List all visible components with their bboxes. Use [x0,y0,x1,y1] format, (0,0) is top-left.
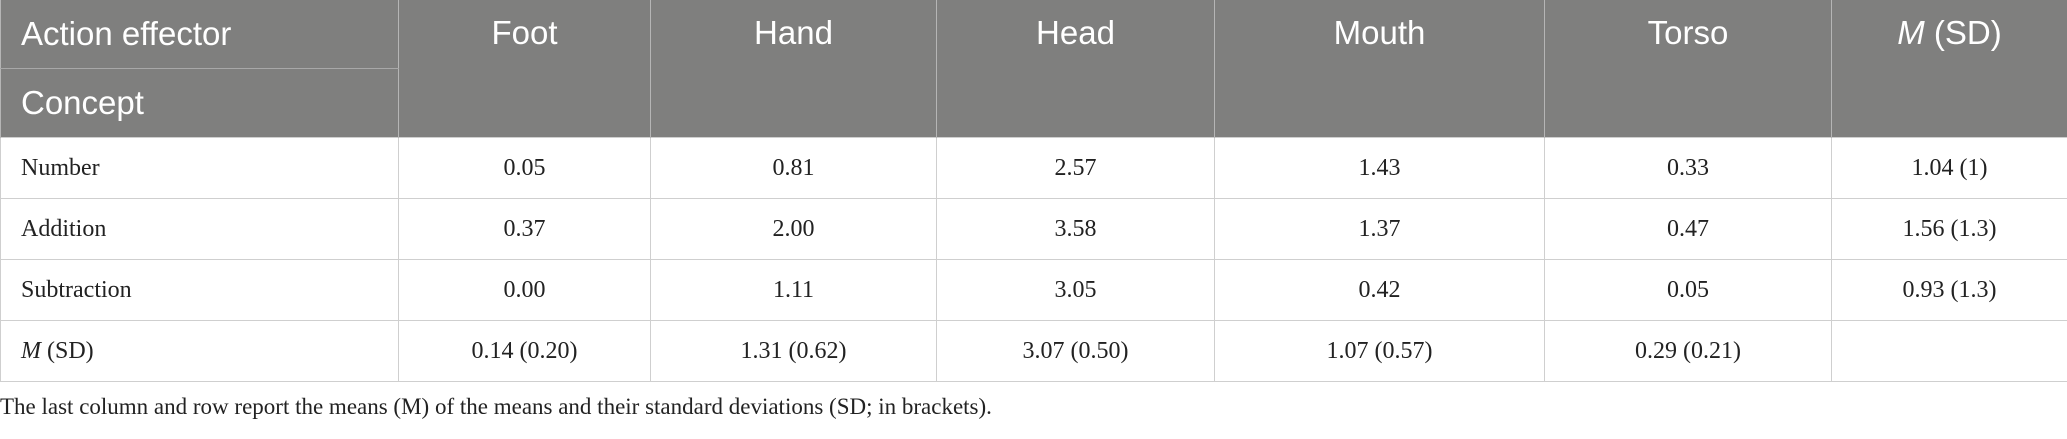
text-segment: Torso [1647,14,1729,51]
table-cell: 0.14 (0.20) [398,320,651,382]
text-segment: M [1897,14,1925,51]
table-row: Subtraction 0.00 1.11 3.05 0.42 0.05 0.93 (1.3… [0,259,2067,321]
table-cell: 0.47 [1544,198,1832,260]
table-body: Number 0.05 0.81 2.57 1.43 0.33 1.04 (1) Additi… [0,137,2067,382]
table-row: Number 0.05 0.81 2.57 1.43 0.33 1.04 (1) [0,137,2067,199]
table-cell: 1.31 (0.62) [650,320,937,382]
table-header: Action effector Foot Hand Head Mouth Torso M (… [0,0,2067,138]
table-cell: 1.04 (1) [1831,137,2067,199]
footnote: The last column and row report the means… [0,394,992,419]
text-segment: Hand [754,14,833,51]
table-cell [1831,320,2067,382]
col-label-header: Concept [0,68,399,138]
row-label-header: Action effector [0,0,399,69]
column-header: Torso [1544,0,1832,138]
table-cell: 2.57 [936,137,1215,199]
table-cell: 1.56 (1.3) [1831,198,2067,260]
table-cell: 0.05 [398,137,651,199]
row-label: Number [0,137,399,199]
table-cell: 0.00 [398,259,651,321]
row-label: Addition [0,198,399,260]
text-segment: (SD) [1924,14,2002,51]
header-row: Action effector Foot Hand Head Mouth Torso M (… [0,0,2067,138]
table-cell: 3.58 [936,198,1215,260]
text-segment: (SD) [41,337,94,364]
table-cell: 0.42 [1214,259,1545,321]
column-header: Mouth [1214,0,1545,138]
column-header: Hand [650,0,937,138]
table-row: Addition 0.37 2.00 3.58 1.37 0.47 1.56 (1.3) [0,198,2067,260]
column-header: M (SD) [1831,0,2067,138]
text-segment: Mouth [1333,14,1426,51]
text-segment: Addition [21,215,107,242]
text-segment: Number [21,154,100,181]
table-cell: 0.05 [1544,259,1832,321]
row-label: M (SD) [0,320,399,382]
table-cell: 0.33 [1544,137,1832,199]
table-cell: 3.07 (0.50) [936,320,1215,382]
table-cell: 0.29 (0.21) [1544,320,1832,382]
table-cell: 0.81 [650,137,937,199]
text-segment: Foot [491,14,558,51]
table-cell: 3.05 [936,259,1215,321]
table-cell: 0.93 (1.3) [1831,259,2067,321]
table-cell: 1.43 [1214,137,1545,199]
column-header: Head [936,0,1215,138]
table-cell: 1.37 [1214,198,1545,260]
text-segment: Subtraction [21,276,132,303]
table-cell: 2.00 [650,198,937,260]
text-segment: Head [1036,14,1115,51]
table-row: M (SD) 0.14 (0.20) 1.31 (0.62) 3.07 (0.50) 1… [0,320,2067,382]
table-cell: 1.07 (0.57) [1214,320,1545,382]
table-cell: 0.37 [398,198,651,260]
header-row: Concept [0,68,2067,138]
row-label: Subtraction [0,259,399,321]
data-table: Action effector Foot Hand Head Mouth Torso M (… [0,0,2067,382]
text-segment: M [21,337,41,364]
column-header: Foot [398,0,651,138]
table-cell: 1.11 [650,259,937,321]
